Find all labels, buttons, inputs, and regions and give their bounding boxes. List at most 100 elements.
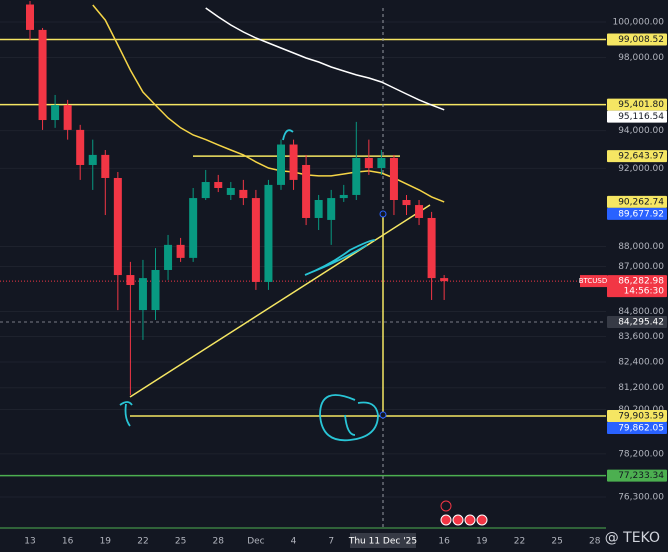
candle-body bbox=[214, 182, 223, 188]
x-tick-label: 25 bbox=[175, 537, 186, 547]
price-label: 84,295.42 bbox=[618, 318, 664, 328]
candle-body bbox=[51, 105, 60, 121]
price-label-box bbox=[607, 110, 667, 123]
price-label-box bbox=[607, 409, 667, 422]
y-tick-label: 92,000.00 bbox=[618, 164, 664, 174]
marks bbox=[26, 1, 449, 396]
candle-body bbox=[251, 198, 260, 282]
candle-body bbox=[352, 157, 361, 195]
scribble bbox=[119, 401, 133, 427]
axis: 100,000.00 98,000.00 94,000.00 92,000.00 88,… bbox=[24, 17, 667, 548]
anchor-point bbox=[379, 411, 387, 419]
candle-body bbox=[427, 217, 436, 279]
price-label-box bbox=[607, 469, 667, 482]
scribble bbox=[319, 394, 379, 442]
candle-body bbox=[402, 200, 411, 206]
moving-average bbox=[205, 7, 445, 111]
candle-body bbox=[415, 205, 424, 218]
candle-body bbox=[101, 154, 110, 178]
symbol-box bbox=[580, 275, 607, 288]
scribble bbox=[282, 129, 294, 141]
candle-body bbox=[38, 29, 47, 121]
price-label-box bbox=[607, 316, 667, 329]
price-label: 89,677.92 bbox=[618, 209, 664, 219]
x-tick-label: 4 bbox=[291, 537, 297, 547]
x-tick-label: 28 bbox=[213, 537, 225, 547]
time-axis bbox=[0, 530, 668, 552]
candle-body bbox=[226, 187, 235, 195]
candle-body bbox=[289, 144, 298, 180]
y-tick-label: 76,300.00 bbox=[618, 493, 664, 503]
y-tick-label: 81,200.00 bbox=[618, 383, 664, 393]
price-label: 95,401.80 bbox=[618, 100, 664, 110]
event-icon bbox=[440, 514, 452, 526]
x-tick-label: 19 bbox=[100, 537, 112, 547]
event-icon bbox=[452, 514, 464, 526]
crosshair-date-box bbox=[350, 533, 416, 548]
candle-body bbox=[63, 105, 72, 130]
y-tick-label: 78,200.00 bbox=[618, 449, 664, 459]
moving-average bbox=[92, 4, 445, 203]
candle-body bbox=[364, 157, 373, 169]
candle-body bbox=[26, 4, 34, 30]
y-tick-label: 80,200.00 bbox=[618, 405, 664, 415]
candle-body bbox=[314, 200, 323, 218]
y-tick-label: 87,000.00 bbox=[618, 262, 664, 272]
candle-body bbox=[264, 184, 273, 282]
x-tick-label: Dec bbox=[247, 537, 264, 547]
y-tick-label: 94,000.00 bbox=[618, 126, 664, 136]
anchor-point bbox=[379, 210, 387, 218]
levels bbox=[0, 38, 606, 477]
x-tick-label: 7 bbox=[328, 537, 334, 547]
price-label: 90,262.74 bbox=[618, 197, 664, 207]
price-label: 86,282.98 bbox=[618, 277, 664, 287]
candle-body bbox=[201, 182, 210, 199]
y-tick-label: 100,000.00 bbox=[612, 17, 664, 27]
x-tick-label: 16 bbox=[438, 537, 450, 547]
candle-body bbox=[339, 194, 348, 199]
watermark: @ TEKO bbox=[605, 530, 660, 546]
crosshair-date: Thu 11 Dec '25 bbox=[348, 537, 417, 547]
candle-body bbox=[389, 157, 398, 201]
price-label: 92,643.97 bbox=[618, 152, 664, 162]
y-tick-label: 98,000.00 bbox=[618, 53, 664, 63]
y-tick-label: 83,600.00 bbox=[618, 332, 664, 342]
candle-body bbox=[126, 275, 135, 286]
y-tick-label: 88,000.00 bbox=[618, 242, 664, 252]
candle-body bbox=[151, 269, 160, 311]
price-label: 79,903.59 bbox=[618, 411, 664, 421]
price-label-box bbox=[607, 275, 667, 298]
price-label: 95,116.54 bbox=[618, 112, 664, 122]
price-label-box bbox=[607, 150, 667, 163]
price-label-box bbox=[607, 98, 667, 111]
price-label: 99,008.52 bbox=[618, 35, 664, 45]
candle-body bbox=[327, 198, 336, 220]
candle-body bbox=[239, 189, 248, 199]
x-tick-label: 16 bbox=[62, 537, 74, 547]
trend-line bbox=[129, 204, 431, 398]
candle-body bbox=[176, 244, 185, 258]
price-label-box bbox=[607, 207, 667, 220]
event-icon bbox=[476, 514, 488, 526]
event-icon bbox=[464, 514, 476, 526]
candle-body bbox=[302, 164, 311, 218]
candle-body bbox=[138, 278, 147, 311]
price-label: 77,233.34 bbox=[618, 471, 664, 481]
grid bbox=[0, 21, 606, 498]
y-tick-label: 84,800.00 bbox=[618, 307, 664, 317]
candle-body bbox=[113, 177, 122, 276]
candle-body bbox=[440, 278, 449, 282]
symbol: BTCUSD bbox=[579, 277, 608, 285]
event-icons bbox=[440, 514, 488, 526]
candle-body bbox=[277, 144, 285, 185]
event-icon bbox=[440, 500, 452, 512]
price-label: 79,862.05 bbox=[618, 423, 664, 433]
x-tick-label: 22 bbox=[514, 537, 525, 547]
candle-body bbox=[76, 129, 85, 165]
candle-body bbox=[164, 244, 173, 270]
scribble bbox=[304, 239, 376, 276]
price-label-box bbox=[607, 421, 667, 434]
candle-body bbox=[377, 157, 386, 169]
